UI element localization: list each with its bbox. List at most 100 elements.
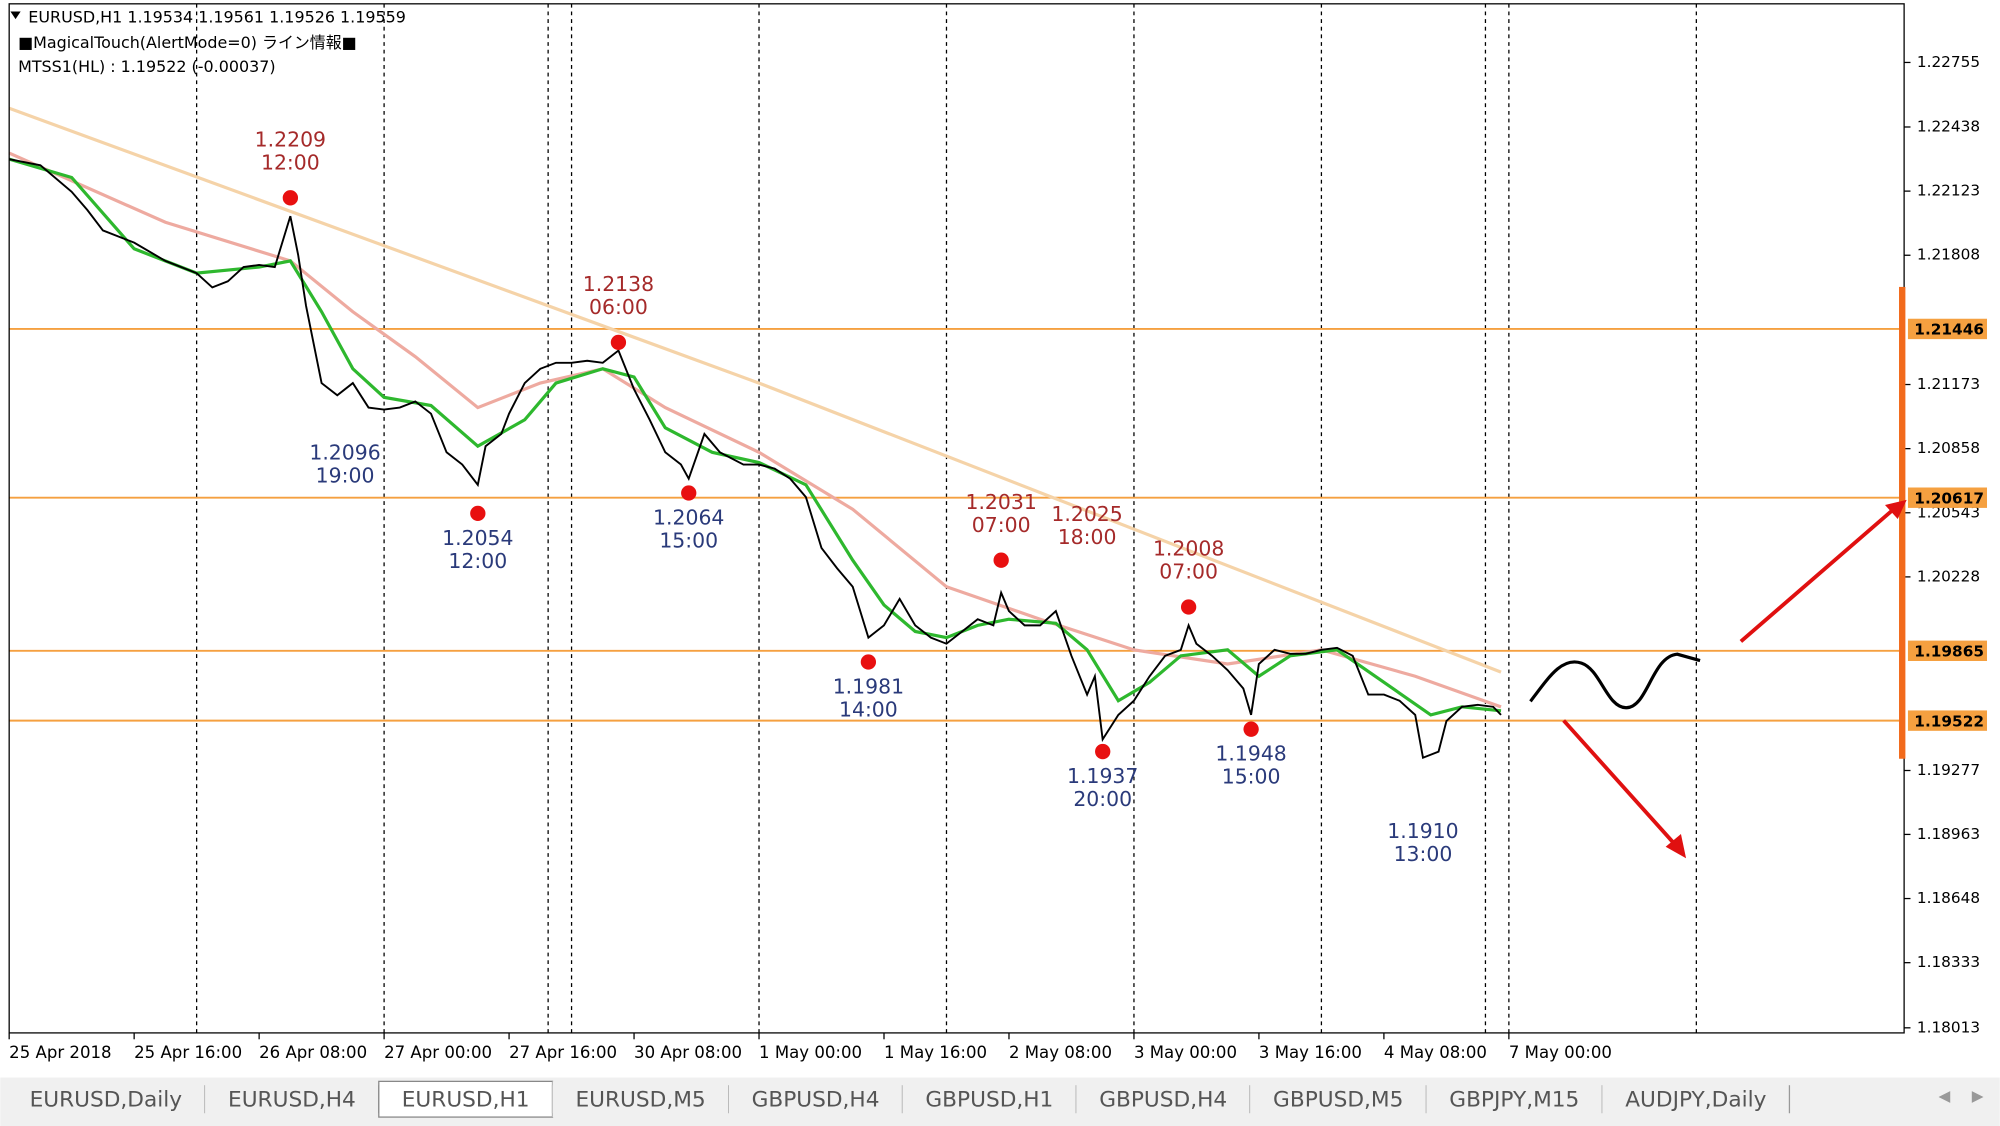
extreme-time: 07:00: [972, 513, 1031, 537]
extreme-price: 1.2064: [653, 506, 724, 530]
price-line-label-bg: [1907, 318, 1988, 340]
tab-label[interactable]: AUDJPY,Daily: [1625, 1087, 1766, 1112]
extreme-price: 1.2096: [309, 440, 380, 464]
y-tick-label: 1.22438: [1917, 117, 1980, 135]
price-line-label: 1.21446: [1914, 321, 1984, 339]
y-tick-label: 1.18013: [1917, 1018, 1980, 1036]
extreme-price: 1.2031: [965, 490, 1036, 514]
y-tick-label: 1.21173: [1917, 375, 1980, 393]
y-tick-label: 1.22755: [1917, 53, 1980, 71]
y-tick-label: 1.20228: [1917, 567, 1980, 585]
y-tick-label: 1.18333: [1917, 953, 1980, 971]
arrow-up: [1739, 508, 1894, 643]
extreme-time: 15:00: [1222, 765, 1281, 789]
extreme-time: 13:00: [1394, 842, 1453, 866]
chart-window: 1.22755 1.22438 1.22123 1.21808 1.21173 1.208…: [8, 3, 1988, 1062]
x-tick-label: 26 Apr 08:00: [259, 1043, 367, 1062]
indicator-label: ■MagicalTouch(AlertMode=0) ライン情報■: [18, 33, 357, 52]
tab-bg[interactable]: [1426, 1081, 1603, 1118]
tab-scroll-left[interactable]: ◀: [1939, 1087, 1951, 1105]
tab-bg[interactable]: [552, 1081, 729, 1118]
price-line-label-bg: [1907, 487, 1988, 508]
extreme-time: 06:00: [589, 295, 648, 319]
price-line-label: 1.19865: [1914, 643, 1984, 661]
extreme-time: 12:00: [261, 150, 320, 174]
extreme-time: 19:00: [316, 463, 375, 487]
tab-label[interactable]: EURUSD,Daily: [30, 1087, 183, 1112]
arrow-down-head: [1665, 833, 1687, 859]
tab-label[interactable]: GBPJPY,M15: [1449, 1087, 1579, 1112]
y-tick-label: 1.21808: [1917, 246, 1980, 264]
extreme-price: 1.1910: [1387, 819, 1458, 843]
extreme-time: 15:00: [659, 528, 718, 552]
price-path: [8, 158, 1502, 760]
tab-bg[interactable]: [728, 1081, 903, 1118]
x-tick-label: 30 Apr 08:00: [634, 1043, 742, 1062]
extreme-price: 1.1981: [833, 674, 904, 698]
tab-label[interactable]: GBPUSD,M5: [1273, 1087, 1403, 1112]
tab-label[interactable]: GBPUSD,H4: [1099, 1087, 1227, 1112]
extreme-marker: [993, 552, 1009, 568]
extreme-marker: [1180, 599, 1197, 615]
extreme-marker: [282, 190, 299, 206]
y-tick-label: 1.18963: [1917, 825, 1980, 843]
x-tick-label: 3 May 00:00: [1134, 1043, 1237, 1062]
arrow-up-head: [1884, 499, 1907, 520]
x-tick-label: 27 Apr 16:00: [509, 1043, 617, 1062]
extreme-price: 1.2054: [442, 526, 513, 550]
tab-label[interactable]: GBPUSD,H4: [752, 1087, 880, 1112]
tab-label[interactable]: EURUSD,H1: [402, 1087, 530, 1112]
moving-average: [8, 106, 1502, 674]
x-tick-label: 25 Apr 16:00: [134, 1043, 242, 1062]
arrow-down: [1562, 719, 1678, 847]
price-line-label-bg: [1907, 710, 1988, 731]
y-tick-label: 1.19277: [1917, 761, 1980, 779]
x-tick-label: 7 May 00:00: [1509, 1043, 1612, 1062]
extreme-marker: [470, 505, 486, 522]
y-tick-label: 1.18648: [1917, 889, 1980, 907]
x-tick-label: 1 May 00:00: [759, 1043, 862, 1062]
tab-list: EURUSD,Daily EURUSD,H4 EURUSD,H1 EURUSD,M5 G…: [6, 1080, 1791, 1118]
extreme-price: 1.1937: [1067, 764, 1138, 788]
symbol-header: EURUSD,H1 1.19534 1.19561 1.19526 1.1955…: [28, 7, 406, 26]
price-line-label: 1.19522: [1914, 712, 1984, 730]
forecast-wave: [1529, 652, 1701, 710]
price-line-label-bg: [1907, 640, 1988, 661]
extreme-price: 1.2025: [1051, 502, 1122, 526]
y-tick-label: 1.22123: [1917, 182, 1980, 200]
extreme-marker: [610, 334, 627, 351]
extreme-time: 12:00: [448, 549, 507, 573]
tab-bg[interactable]: [205, 1081, 379, 1118]
x-tick-label: 27 Apr 00:00: [384, 1043, 492, 1062]
extreme-price: 1.2008: [1153, 537, 1224, 561]
x-tick-label: 1 May 16:00: [884, 1043, 987, 1062]
x-tick-label: 3 May 16:00: [1259, 1043, 1362, 1062]
extreme-time: 20:00: [1073, 787, 1132, 811]
tab-label[interactable]: GBPUSD,H1: [925, 1087, 1053, 1112]
indicator-label: MTSS1(HL) : 1.19522 (-0.00037): [18, 57, 275, 76]
extreme-price: 1.2209: [255, 127, 326, 151]
x-tick-label: 4 May 08:00: [1384, 1043, 1487, 1062]
extreme-marker: [1095, 743, 1111, 760]
tab-label[interactable]: EURUSD,H4: [228, 1087, 356, 1112]
extreme-time: 14:00: [839, 697, 898, 721]
moving-average: [8, 157, 1502, 717]
x-tick-label: 25 Apr 2018: [9, 1043, 111, 1062]
price-line-label: 1.20617: [1914, 489, 1984, 507]
collapse-icon[interactable]: [10, 11, 21, 20]
extreme-price: 1.1948: [1215, 742, 1286, 766]
tab-label[interactable]: EURUSD,M5: [575, 1087, 705, 1112]
y-tick-label: 1.20858: [1917, 439, 1980, 457]
tab-bg[interactable]: [1250, 1081, 1427, 1118]
tab-bg[interactable]: [6, 1081, 206, 1118]
extreme-time: 18:00: [1058, 525, 1117, 549]
x-tick-label: 2 May 08:00: [1009, 1043, 1112, 1062]
tab-bg[interactable]: [1602, 1081, 1790, 1118]
extreme-marker: [1243, 721, 1259, 737]
tab-bg[interactable]: [902, 1081, 1077, 1118]
tab-scroll-right[interactable]: ▶: [1972, 1087, 1984, 1105]
extreme-marker: [681, 485, 697, 501]
tab-bg[interactable]: [1076, 1081, 1251, 1118]
tab-bg[interactable]: [378, 1080, 554, 1118]
